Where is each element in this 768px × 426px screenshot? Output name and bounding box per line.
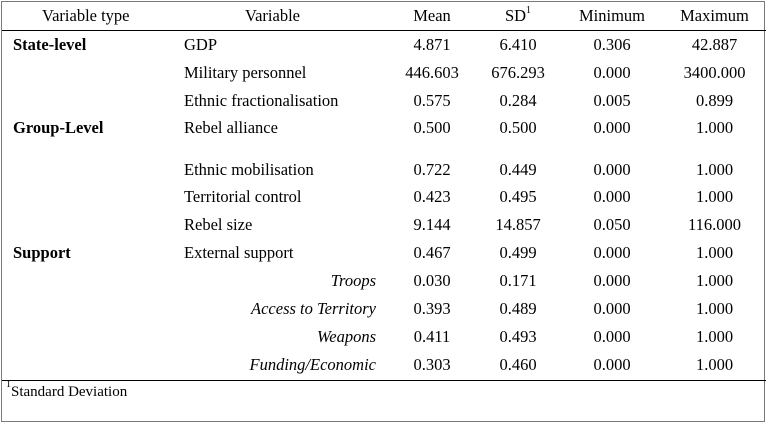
row-minimum: 0.000: [593, 299, 631, 318]
table-row: Funding/Economic 0.303 0.460 0.000 1.000: [2, 351, 766, 379]
row-variable: Ethnic fractionalisation: [184, 91, 339, 110]
row-sd: 0.493: [499, 327, 537, 346]
row-variable: Rebel alliance: [184, 118, 278, 137]
row-minimum: 0.000: [593, 118, 631, 137]
row-minimum: 0.000: [593, 63, 631, 82]
row-variable: Access to Territory: [251, 299, 376, 318]
row-mean: 0.500: [413, 118, 451, 137]
header-sd-label: SD: [504, 6, 527, 25]
row-sd: 0.489: [499, 299, 537, 318]
table-bottom-rule: [2, 380, 766, 381]
row-sd: 0.171: [499, 271, 537, 290]
row-sd: 0.500: [499, 118, 537, 137]
table-row: Ethnic fractionalisation 0.575 0.284 0.0…: [2, 87, 766, 115]
row-sd: 14.857: [495, 215, 541, 234]
row-sd: 0.449: [499, 160, 537, 179]
table-row: Territorial control 0.423 0.495 0.000 1.…: [2, 183, 766, 211]
row-minimum: 0.000: [593, 187, 631, 206]
table-row: Troops 0.030 0.171 0.000 1.000: [2, 267, 766, 295]
row-minimum: 0.000: [593, 327, 631, 346]
row-minimum: 0.005: [593, 91, 631, 110]
row-maximum: 1.000: [695, 118, 734, 137]
row-maximum: 1.000: [695, 355, 734, 374]
row-maximum: 1.000: [695, 299, 734, 318]
row-maximum: 1.000: [695, 243, 734, 262]
row-variable: GDP: [184, 35, 218, 54]
table-row: Access to Territory 0.393 0.489 0.000 1.…: [2, 295, 766, 323]
row-maximum: 1.000: [695, 271, 734, 290]
row-variable: Weapons: [317, 327, 376, 346]
row-variable: Rebel size: [184, 215, 253, 234]
row-mean: 0.467: [413, 243, 451, 262]
table-row: State-level GDP 4.871 6.410 0.306 42.887: [2, 31, 766, 59]
row-minimum: 0.050: [593, 215, 631, 234]
footnote-text: Standard Deviation: [11, 384, 128, 400]
row-variable-type: Support: [13, 243, 71, 262]
table-row: Ethnic mobilisation 0.722 0.449 0.000 1.…: [2, 156, 766, 184]
row-sd: 0.495: [499, 187, 537, 206]
table-footnote: 1Standard Deviation: [6, 379, 128, 402]
row-variable: External support: [184, 243, 294, 262]
row-mean: 4.871: [413, 35, 451, 54]
row-mean: 0.575: [413, 91, 451, 110]
row-mean: 0.423: [413, 187, 451, 206]
row-mean: 0.393: [413, 299, 451, 318]
row-variable-type: State-level: [13, 35, 87, 54]
table-row: Rebel size 9.144 14.857 0.050 116.000: [2, 211, 766, 239]
row-maximum: 1.000: [695, 187, 734, 206]
row-mean: 0.303: [413, 355, 451, 374]
row-variable: Territorial control: [184, 187, 302, 206]
table-row: Weapons 0.411 0.493 0.000 1.000: [2, 323, 766, 351]
row-maximum: 3400.000: [683, 63, 746, 82]
row-variable: Troops: [330, 271, 376, 290]
row-sd: 0.499: [499, 243, 537, 262]
table-row: Military personnel 446.603 676.293 0.000…: [2, 59, 766, 87]
row-sd: 0.284: [499, 91, 537, 110]
header-maximum: Maximum: [680, 6, 749, 25]
header-sd-footnote-marker: 1: [526, 4, 532, 16]
row-maximum: 116.000: [687, 215, 741, 234]
row-minimum: 0.000: [593, 243, 631, 262]
header-mean: Mean: [413, 6, 451, 25]
table-header: Variable type Variable Mean SD1 Minimum …: [2, 2, 766, 31]
header-sd: SD1: [480, 2, 556, 30]
row-variable: Military personnel: [184, 63, 307, 82]
header-variable: Variable: [245, 6, 300, 25]
row-mean: 0.722: [413, 160, 451, 179]
row-maximum: 1.000: [695, 160, 734, 179]
row-variable: Funding/Economic: [249, 355, 376, 374]
row-minimum: 0.000: [593, 271, 631, 290]
header-variable-type: Variable type: [42, 6, 130, 25]
row-sd: 6.410: [499, 35, 537, 54]
row-minimum: 0.306: [593, 35, 631, 54]
table-row: Support External support 0.467 0.499 0.0…: [2, 239, 766, 267]
row-variable: Ethnic mobilisation: [184, 160, 314, 179]
row-maximum: 0.899: [695, 91, 734, 110]
row-minimum: 0.000: [593, 160, 631, 179]
table-row: Group-Level Rebel alliance 0.500 0.500 0…: [2, 114, 766, 142]
row-mean: 0.030: [413, 271, 451, 290]
row-mean: 446.603: [405, 63, 459, 82]
row-mean: 9.144: [413, 215, 451, 234]
row-sd: 676.293: [491, 63, 545, 82]
row-variable-type: Group-Level: [13, 118, 104, 137]
row-sd: 0.460: [499, 355, 537, 374]
row-mean: 0.411: [413, 327, 451, 346]
row-maximum: 42.887: [691, 35, 738, 54]
row-maximum: 1.000: [695, 327, 734, 346]
row-minimum: 0.000: [593, 355, 631, 374]
footnote-marker: 1: [6, 379, 11, 390]
header-minimum: Minimum: [578, 6, 645, 25]
